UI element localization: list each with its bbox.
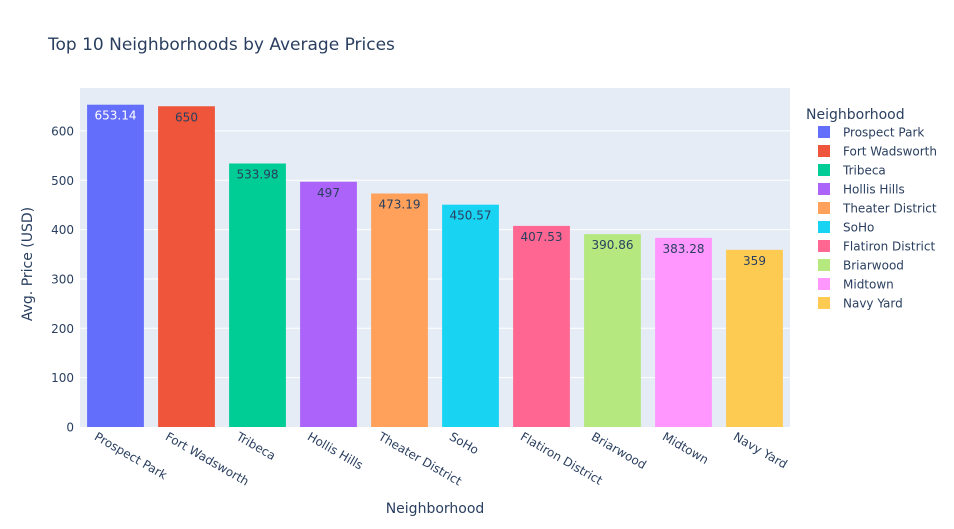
legend-swatch[interactable] <box>818 221 830 233</box>
x-tick-label: Prospect Park <box>92 429 169 482</box>
legend-swatch[interactable] <box>818 259 830 271</box>
legend-item-label[interactable]: Prospect Park <box>843 126 924 140</box>
legend-item-label[interactable]: Briarwood <box>843 259 904 273</box>
y-tick-label: 600 <box>51 124 74 138</box>
bar-value-label: 359 <box>743 254 766 268</box>
legend-item-label[interactable]: Navy Yard <box>843 297 903 311</box>
bar-value-label: 383.28 <box>663 242 705 256</box>
y-axis-ticks: 0 100 200 300 400 500 600 <box>51 124 74 434</box>
legend-swatch[interactable] <box>818 145 830 157</box>
x-tick-label: SoHo <box>447 429 481 457</box>
legend-item-label[interactable]: Midtown <box>843 278 894 292</box>
bar[interactable] <box>371 193 428 427</box>
legend-item-label[interactable]: SoHo <box>843 221 874 235</box>
bar[interactable] <box>87 104 144 428</box>
y-tick-label: 100 <box>51 371 74 385</box>
bar[interactable] <box>726 249 783 427</box>
legend: Neighborhood Prospect Park Fort Wadsworth… <box>806 107 937 311</box>
bar-value-label: 450.57 <box>450 209 492 223</box>
bar-value-label: 497 <box>317 186 340 200</box>
legend-item-label[interactable]: Theater District <box>842 202 937 216</box>
x-tick-label: Hollis Hills <box>305 429 365 472</box>
y-axis-label: Avg. Price (USD) <box>20 207 36 321</box>
bar-value-label: 390.86 <box>592 238 634 252</box>
bar[interactable] <box>442 204 499 427</box>
bar-value-label: 650 <box>175 110 198 124</box>
bar-value-label: 407.53 <box>521 230 563 244</box>
legend-swatch[interactable] <box>818 183 830 195</box>
x-tick-label: Navy Yard <box>731 429 790 471</box>
bar[interactable] <box>655 237 712 427</box>
legend-swatch[interactable] <box>818 278 830 290</box>
bar-value-label: 473.19 <box>379 198 421 212</box>
legend-item-label[interactable]: Flatiron District <box>843 240 935 254</box>
y-tick-label: 200 <box>51 322 74 336</box>
legend-item-label[interactable]: Hollis Hills <box>843 183 905 197</box>
bars <box>87 104 783 428</box>
y-tick-label: 500 <box>51 174 74 188</box>
bar-value-label: 653.14 <box>95 109 137 123</box>
y-tick-label: 300 <box>51 272 74 286</box>
bar[interactable] <box>229 163 286 427</box>
legend-swatch[interactable] <box>818 202 830 214</box>
legend-item-label[interactable]: Fort Wadsworth <box>843 145 937 159</box>
legend-swatch[interactable] <box>818 126 830 138</box>
legend-item-label[interactable]: Tribeca <box>842 164 886 178</box>
legend-swatch[interactable] <box>818 297 830 309</box>
bar[interactable] <box>584 234 641 427</box>
y-tick-label: 0 <box>66 421 74 435</box>
x-axis-label: Neighborhood <box>386 501 485 517</box>
bar[interactable] <box>513 225 570 427</box>
x-tick-label: Briarwood <box>589 429 649 472</box>
x-tick-label: Tribeca <box>233 429 278 463</box>
legend-swatch[interactable] <box>818 164 830 176</box>
bar[interactable] <box>158 106 215 428</box>
x-tick-label: Midtown <box>660 429 711 467</box>
bar[interactable] <box>300 181 357 427</box>
bar-value-labels: 653.14 650 533.98 497 473.19 450.57 407.53 390.… <box>95 109 766 268</box>
y-tick-label: 400 <box>51 223 74 237</box>
bar-value-label: 533.98 <box>237 168 279 182</box>
chart-title: Top 10 Neighborhoods by Average Prices <box>47 35 395 55</box>
legend-swatch[interactable] <box>818 240 830 252</box>
legend-title: Neighborhood <box>806 107 905 123</box>
